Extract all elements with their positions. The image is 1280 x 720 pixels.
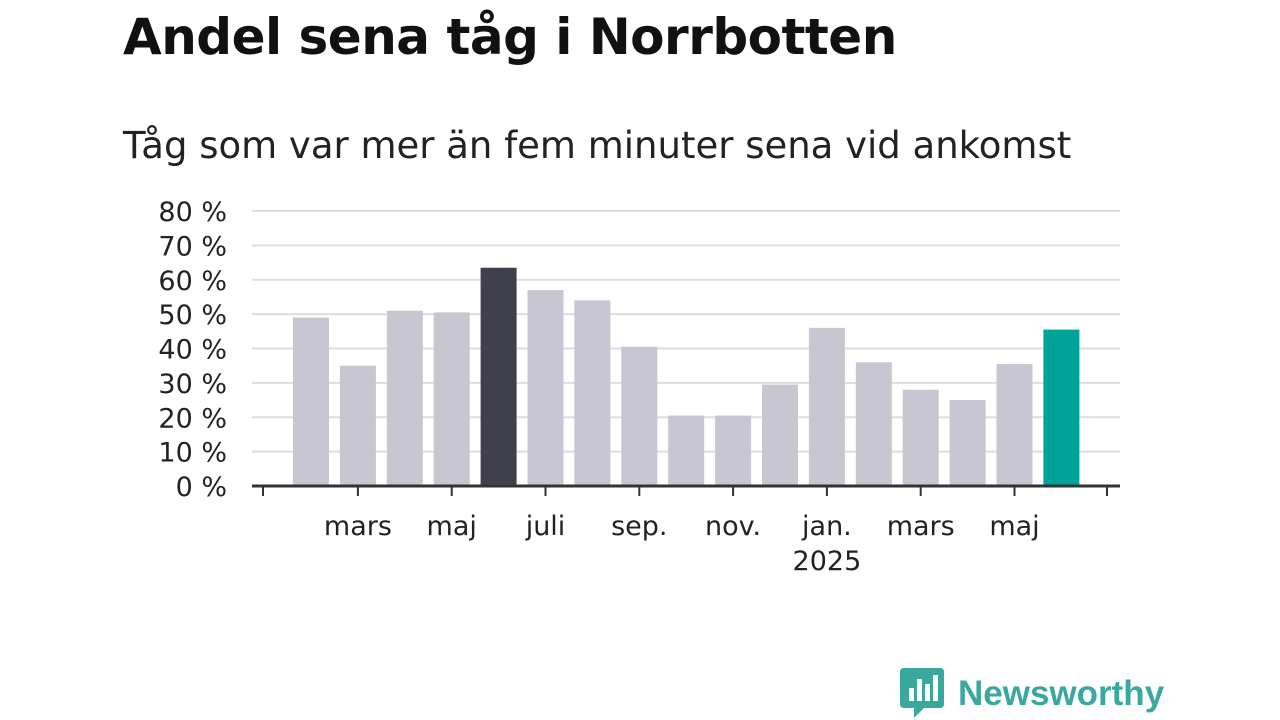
x-tick-label: maj [989, 511, 1039, 542]
bar-2025-01 [808, 327, 845, 486]
x-tick-label: mars [887, 511, 955, 542]
x-tick-label: juli [525, 511, 566, 542]
bar-2024-08 [574, 300, 611, 486]
bar-2024-11 [715, 415, 752, 486]
bar-2025-03 [902, 389, 939, 486]
bar-2024-02 [293, 317, 329, 486]
newsworthy-logo-icon [900, 668, 944, 718]
x-tick-label: mars [324, 511, 392, 542]
x-axis: mars maj juli sep. nov. jan. 2025 mars maj [252, 484, 1120, 577]
y-tick-label: 70 % [158, 231, 227, 262]
x-tick-year-label: 2025 [793, 546, 862, 577]
y-tick-label: 20 % [158, 403, 227, 434]
bar-2024-05 [433, 312, 470, 486]
bar-2024-07 [527, 290, 564, 486]
y-tick-label: 50 % [158, 300, 227, 331]
bar-2025-02 [855, 362, 892, 486]
x-tick-label: nov. [705, 511, 761, 542]
bar-2025-05 [996, 363, 1033, 486]
y-tick-label: 10 % [158, 438, 227, 469]
x-tick-label: maj [427, 511, 477, 542]
bar-2024-06 [480, 267, 517, 486]
bar-2024-03 [339, 365, 376, 486]
bar-2025-04 [949, 400, 986, 486]
brand-name: Newsworthy [958, 674, 1165, 713]
bar-2024-09 [621, 346, 658, 486]
bars [293, 267, 1080, 486]
bar-2024-12 [762, 384, 798, 486]
x-tick-label: jan. [801, 511, 852, 542]
y-tick-label: 60 % [158, 266, 227, 297]
y-tick-label: 30 % [158, 369, 227, 400]
chart-title: Andel sena tåg i Norrbotten [123, 8, 897, 66]
y-tick-label: 80 % [158, 197, 227, 228]
y-tick-label: 40 % [158, 335, 227, 366]
bar-2024-10 [668, 415, 705, 486]
x-tick-label: sep. [611, 511, 667, 542]
y-axis-labels: 0 %10 % 20 %30 %40 % 50 %60 % 70 %80 % [158, 197, 227, 503]
bar-2025-06 [1043, 329, 1080, 486]
chart-subtitle: Tåg som var mer än fem minuter sena vid … [123, 124, 1072, 167]
y-tick-label: 0 % [176, 472, 227, 503]
brand-logo: Newsworthy [900, 668, 1164, 720]
bar-2024-04 [386, 310, 423, 486]
